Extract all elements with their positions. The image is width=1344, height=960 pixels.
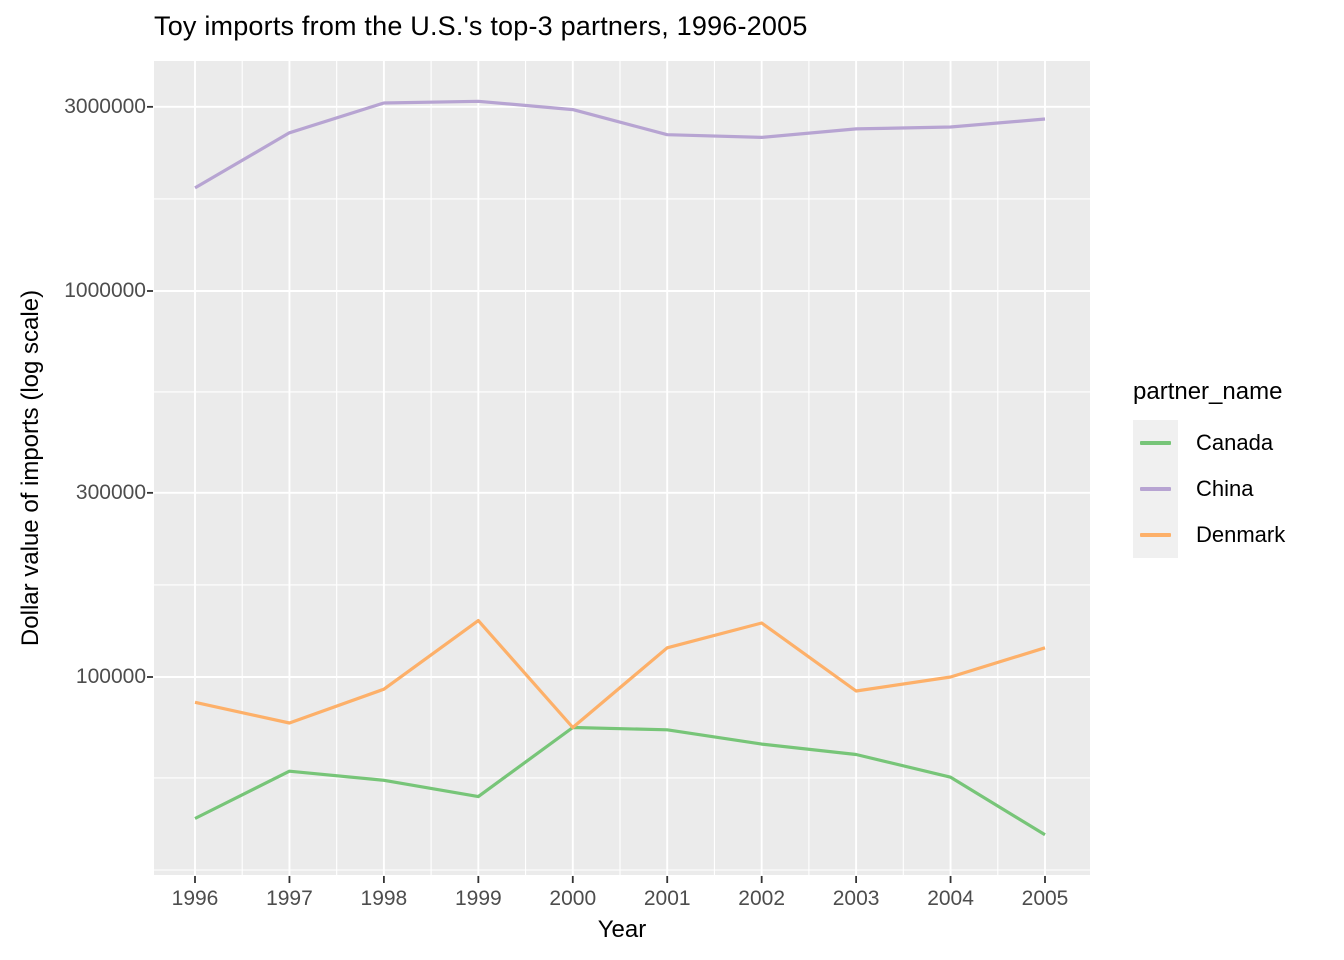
legend-key-denmark bbox=[1133, 512, 1178, 558]
legend-key-canada bbox=[1133, 420, 1178, 466]
y-tick-label: 100000 bbox=[75, 665, 146, 688]
legend-label: Denmark bbox=[1196, 522, 1286, 547]
x-axis-title: Year bbox=[597, 916, 647, 943]
x-tick-label: 2001 bbox=[643, 887, 691, 910]
series-line-canada bbox=[194, 725, 1046, 837]
x-tick-label: 1997 bbox=[266, 887, 313, 910]
legend-label: Canada bbox=[1196, 430, 1274, 455]
plot-title: Toy imports from the U.S.'s top-3 partne… bbox=[154, 11, 808, 41]
x-tick-label: 2002 bbox=[738, 887, 786, 910]
y-tick-label: 1000000 bbox=[64, 279, 146, 302]
series-line-china bbox=[194, 99, 1046, 190]
legend-entries: Canada China Denmark bbox=[1133, 420, 1285, 558]
y-tick-label: 300000 bbox=[75, 480, 146, 504]
panel-background bbox=[154, 61, 1090, 875]
x-tick-label: 1996 bbox=[171, 887, 219, 910]
legend-label: China bbox=[1196, 476, 1254, 501]
x-tick-label: 2000 bbox=[549, 887, 597, 910]
x-tick-label: 2003 bbox=[832, 887, 880, 910]
legend: partner_name Canada China Denmark bbox=[1133, 378, 1285, 558]
series-line-denmark bbox=[194, 618, 1046, 730]
legend-line-icon bbox=[1140, 441, 1171, 445]
legend-entry-canada: Canada bbox=[1133, 420, 1285, 466]
x-tick-label: 1998 bbox=[360, 887, 408, 910]
legend-line-icon bbox=[1140, 487, 1171, 491]
x-tick-label: 2004 bbox=[927, 887, 974, 910]
legend-line-icon bbox=[1140, 533, 1171, 537]
legend-entry-china: China bbox=[1133, 466, 1285, 512]
legend-key-china bbox=[1133, 466, 1178, 512]
x-tick-label: 2005 bbox=[1021, 887, 1069, 910]
legend-entry-denmark: Denmark bbox=[1133, 512, 1285, 558]
legend-title: partner_name bbox=[1133, 378, 1283, 405]
x-tick-label: 1999 bbox=[454, 887, 502, 910]
y-tick-label: 3000000 bbox=[64, 94, 146, 118]
